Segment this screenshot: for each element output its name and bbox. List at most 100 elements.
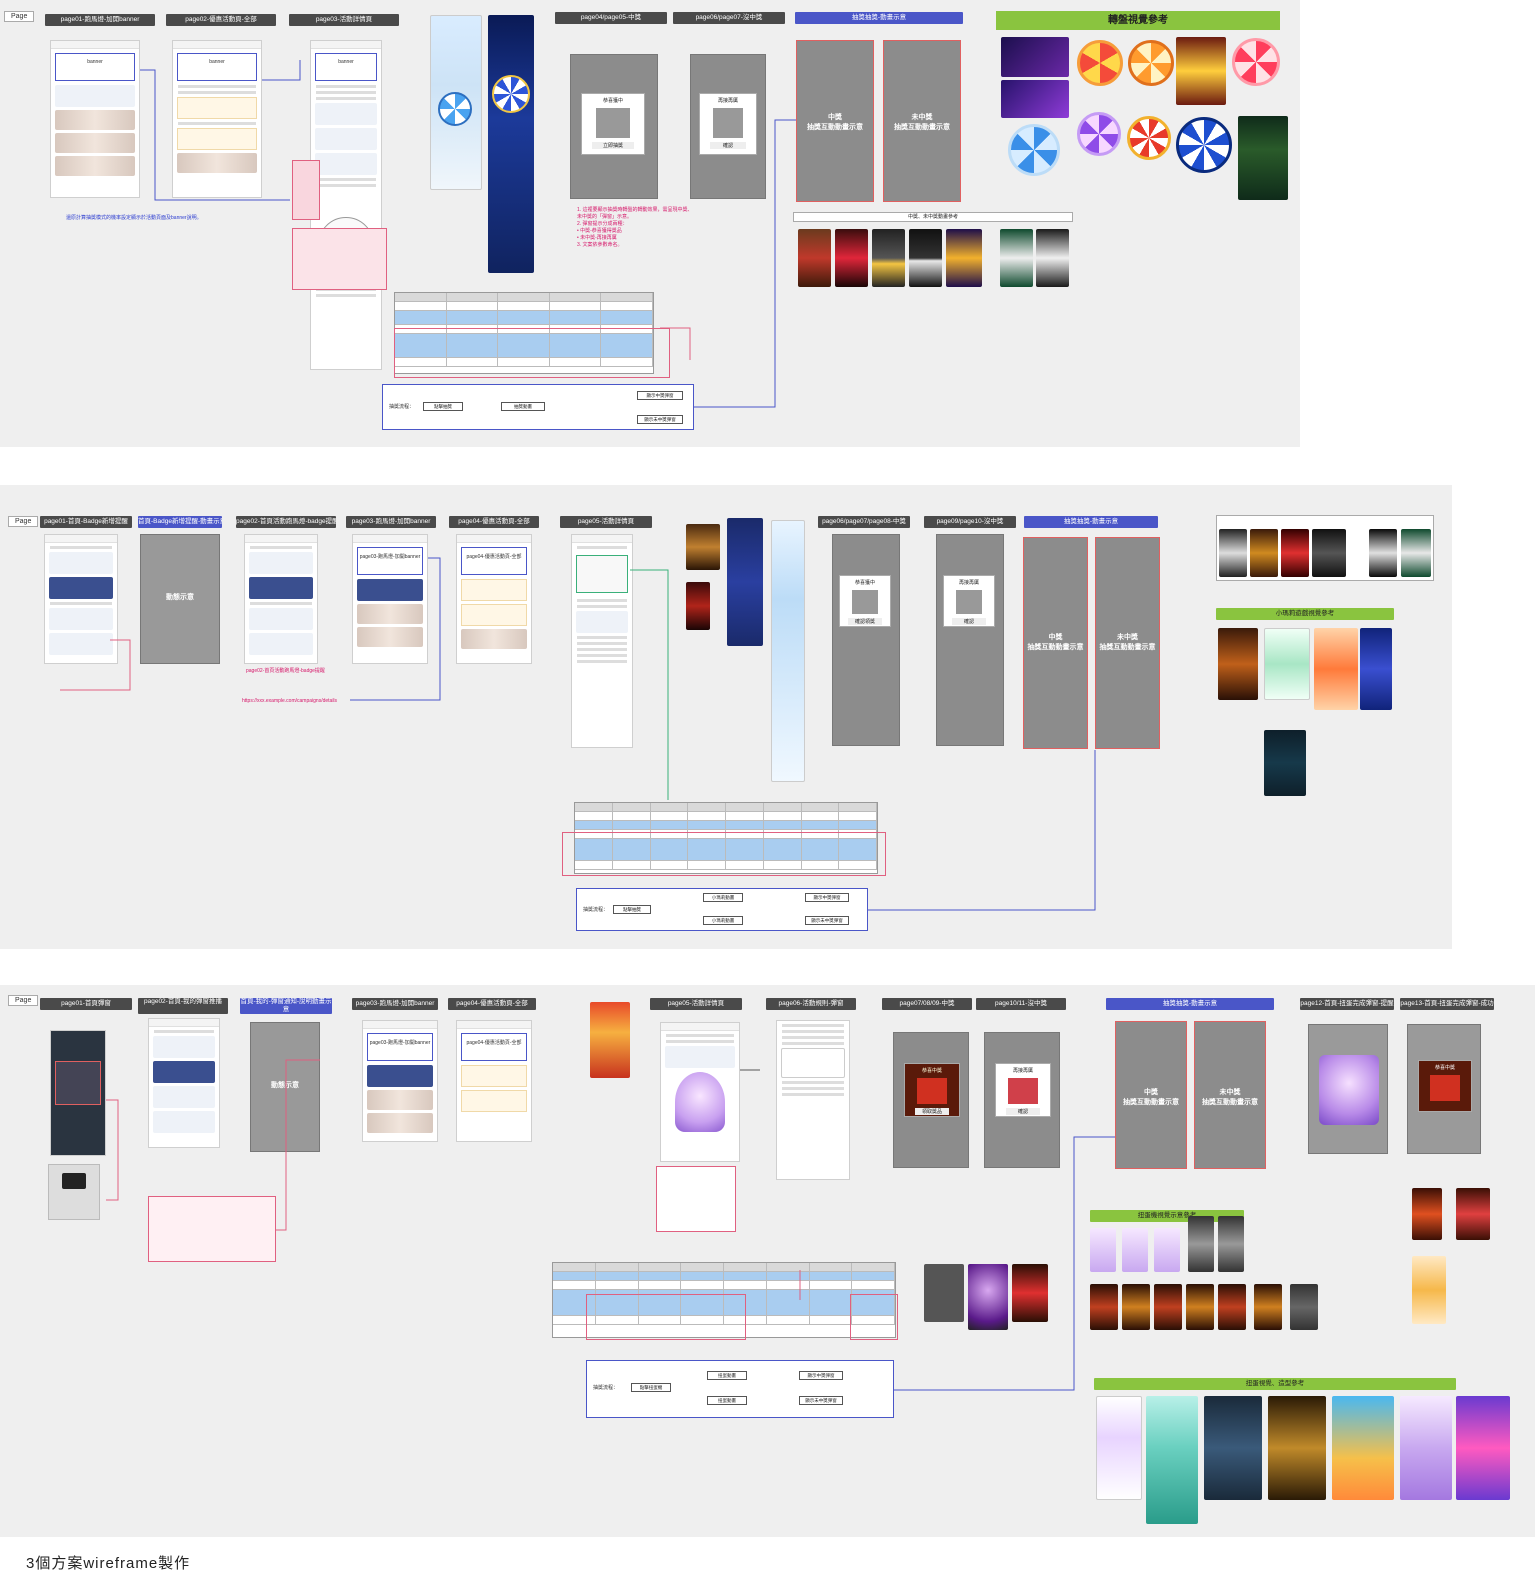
- promo-card[interactable]: [177, 97, 257, 119]
- phone-b1-win-modal[interactable]: 恭喜獲中 立即抽獎: [570, 54, 658, 199]
- note-highlight: [292, 228, 387, 290]
- reference-thumbnail: [590, 1002, 630, 1078]
- header-b3-page07: page07/08/09-中獎: [882, 998, 972, 1010]
- note-highlight: [148, 1196, 276, 1262]
- modal-title: 再接再厲: [717, 98, 738, 104]
- phone-b3-lose-modal[interactable]: 再接再厲 確認: [984, 1032, 1060, 1168]
- modal-button[interactable]: 確認: [710, 142, 746, 149]
- reference-thumbnail: [1146, 1396, 1198, 1524]
- phone-b3-page01-popup[interactable]: [50, 1030, 106, 1156]
- phone-b3-rules-modal[interactable]: [776, 1020, 850, 1180]
- page-tag[interactable]: Page: [8, 516, 39, 527]
- reference-thumbnail: [686, 524, 720, 570]
- win-modal[interactable]: 恭喜中獎: [1418, 1060, 1472, 1112]
- header-b1-page06: page06/page07-沒中獎: [673, 12, 785, 24]
- header-b2-animation: 抽獎抽獎-動畫示意: [1024, 516, 1158, 528]
- reference-link[interactable]: https://xxx.example.com/campaigns/detail…: [242, 698, 338, 704]
- header-b3-page01: page01-首頁彈窗: [40, 998, 132, 1010]
- phone-b1-lose-modal[interactable]: 再接再厲 確認: [690, 54, 766, 199]
- phone-b3-page04[interactable]: page04-優惠活動頁-全部: [456, 1020, 532, 1142]
- flow-node-start: 點擊抽獎: [423, 402, 463, 411]
- phone-b1-page01[interactable]: banner: [50, 40, 140, 198]
- phone-b2-win-modal[interactable]: 恭喜獲中 確認領獎: [832, 534, 900, 746]
- flow-node-lose: 顯示未中獎彈窗: [799, 1396, 843, 1405]
- banner-placeholder[interactable]: page03-跑馬燈-加開banner: [357, 547, 423, 575]
- table-highlight: [562, 832, 886, 876]
- reference-thumbnail: [1204, 1396, 1262, 1500]
- reference-thumbnail: [727, 518, 763, 646]
- win-modal[interactable]: 恭喜獲中 立即抽獎: [581, 93, 645, 155]
- phone-b1-page03[interactable]: banner: [310, 40, 382, 370]
- note-banner-description: 還原計算抽獎模式的機率設定顯示於活動頁面及banner說明。: [66, 215, 202, 221]
- note-highlight: [292, 160, 320, 220]
- flow-node-start: 點擊抽獎: [613, 905, 651, 914]
- page-tag[interactable]: Page: [4, 11, 35, 22]
- phone-b3-page02[interactable]: [148, 1018, 220, 1148]
- header-b2-page04: page04-優惠活動頁-全部: [449, 516, 539, 528]
- phone-b2-page05[interactable]: [571, 534, 633, 748]
- lose-modal[interactable]: 再接再厲 確認: [943, 575, 995, 627]
- banner-placeholder[interactable]: page04-優惠活動頁-全部: [461, 547, 527, 575]
- promo-card[interactable]: [461, 604, 527, 626]
- phone-b2-page04[interactable]: page04-優惠活動頁-全部: [456, 534, 532, 664]
- flow-node-animation: 小瑪莉動畫: [703, 916, 743, 925]
- promo-card[interactable]: [461, 579, 527, 601]
- phone-b3-page13[interactable]: 恭喜中獎: [1407, 1024, 1481, 1154]
- flow-node-win: 顯示中獎彈窗: [805, 893, 849, 902]
- promo-card[interactable]: [461, 1090, 527, 1112]
- flow-node-start: 點擊扭蛋機: [631, 1383, 671, 1392]
- reference-thumbnail: [909, 229, 942, 287]
- banner-placeholder[interactable]: page04-優惠活動頁-全部: [461, 1033, 527, 1061]
- lose-modal[interactable]: 再接再厲 確認: [699, 93, 757, 155]
- lose-modal[interactable]: 再接再厲 確認: [995, 1063, 1051, 1117]
- reference-thumbnail: [1332, 1396, 1394, 1500]
- phone-b2-page03[interactable]: page03-跑馬燈-加開banner: [352, 534, 428, 664]
- wheel-image: [492, 75, 530, 113]
- flow-node-animation: 扭蛋動畫: [707, 1371, 747, 1380]
- slot-grid-wireframe[interactable]: [576, 555, 628, 593]
- header-b2-page01: page01-首頁-Badge新增提醒: [40, 516, 132, 528]
- prize-table: [574, 802, 878, 874]
- banner-placeholder[interactable]: page03-跑馬燈-加開banner: [367, 1033, 433, 1061]
- phone-b3-page05[interactable]: [660, 1022, 740, 1162]
- reference-thumbnail: [1036, 229, 1069, 287]
- banner-placeholder[interactable]: banner: [55, 53, 135, 81]
- table-highlight: [850, 1294, 898, 1340]
- phone-b2-page02[interactable]: [244, 534, 318, 664]
- phone-b3-win-modal[interactable]: 恭喜中獎 領取獎品: [893, 1032, 969, 1168]
- reference-thumbnail: [1186, 1284, 1214, 1330]
- phone-b3-page03[interactable]: page03-跑馬燈-加開banner: [362, 1020, 438, 1142]
- banner-placeholder[interactable]: banner: [177, 53, 257, 81]
- win-modal[interactable]: 恭喜獲中 確認領獎: [839, 575, 891, 627]
- animation-reference-panel: [1216, 515, 1434, 581]
- phone-b1-page02[interactable]: banner: [172, 40, 262, 198]
- reference-thumbnail: [1122, 1284, 1150, 1330]
- phone-b2-page01[interactable]: [44, 534, 118, 664]
- promo-card[interactable]: [177, 128, 257, 150]
- flow-node-animation: 小瑪莉動畫: [703, 893, 743, 902]
- phone-b3-page12[interactable]: [1308, 1024, 1388, 1154]
- phone-b2-lose-modal[interactable]: 再接再厲 確認: [936, 534, 1004, 746]
- promo-card[interactable]: [461, 1065, 527, 1087]
- reference-thumbnail: [1188, 1216, 1214, 1272]
- page-tag[interactable]: Page: [8, 995, 39, 1006]
- flow-diagram-b2: 抽獎流程： 點擊抽獎 小瑪莉動畫 小瑪莉動畫 顯示中獎彈窗 顯示未中獎彈窗: [576, 888, 868, 931]
- reference-thumbnail: [1290, 1284, 1318, 1330]
- reference-thumbnail: [798, 229, 831, 287]
- header-b2-page05: page05-活動詳情頁: [560, 516, 652, 528]
- gacha-machine-image[interactable]: [675, 1072, 725, 1132]
- wheel-reference: [1176, 117, 1232, 173]
- banner-placeholder[interactable]: banner: [315, 53, 377, 81]
- popup-wireframe[interactable]: [55, 1061, 101, 1105]
- header-b3-page03: page03-跑馬燈-加開banner: [352, 998, 438, 1010]
- page-caption: 3個方案wireframe製作: [26, 1555, 191, 1572]
- win-modal[interactable]: 恭喜中獎 領取獎品: [904, 1063, 960, 1117]
- note-animation-requirements: 1. 這裡要顯示抽獎時轉盤的轉動效果，需呈現中獎、未中獎的「彈窗」示意。 2. …: [577, 207, 693, 248]
- header-b2-page03: page03-跑馬燈-加開banner: [346, 516, 436, 528]
- header-b1-page04: page04/page05-中獎: [555, 12, 667, 24]
- flow-node-win: 顯示中獎彈窗: [637, 391, 683, 400]
- reference-thumbnail: [771, 520, 805, 782]
- modal-button[interactable]: 立即抽獎: [592, 142, 634, 149]
- header-b2-page09: page09/page10-沒中獎: [924, 516, 1016, 528]
- header-b3-page06: page06-活動規則-彈窗: [766, 998, 856, 1010]
